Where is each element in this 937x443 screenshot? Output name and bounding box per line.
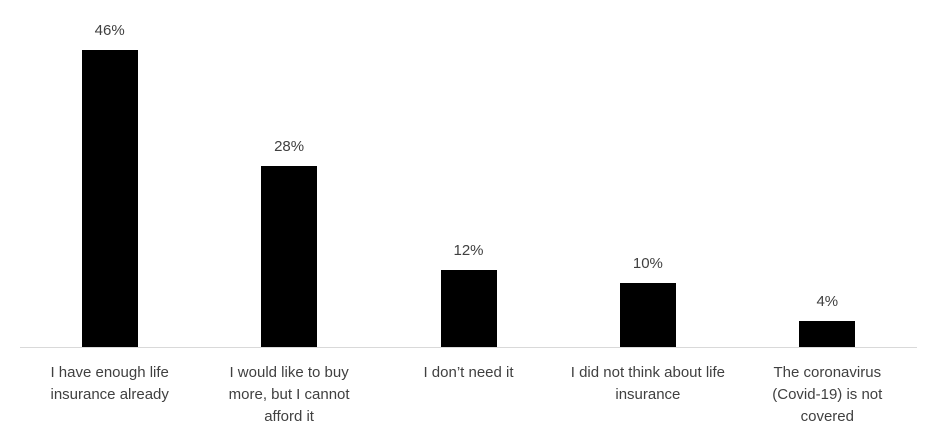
- bar: [440, 269, 497, 347]
- data-label: 28%: [274, 138, 305, 156]
- data-label: 12%: [453, 241, 484, 259]
- bar: [81, 50, 138, 347]
- x-tick-label: The coronavirus (Covid-19) is not covere…: [772, 364, 883, 425]
- x-tick-label: I don’t need it: [423, 364, 514, 381]
- data-label: 46%: [94, 22, 125, 40]
- bar: [619, 282, 676, 347]
- x-tick-label: I have enough life insurance already: [50, 364, 169, 403]
- bar: [261, 166, 318, 347]
- bar: [799, 321, 856, 347]
- x-tick-label: I would like to buy more, but I cannot a…: [228, 364, 350, 425]
- data-label: 10%: [632, 254, 663, 272]
- x-tick-label: I did not think about life insurance: [570, 364, 726, 403]
- data-label: 4%: [816, 293, 839, 311]
- x-axis-line: [20, 347, 917, 348]
